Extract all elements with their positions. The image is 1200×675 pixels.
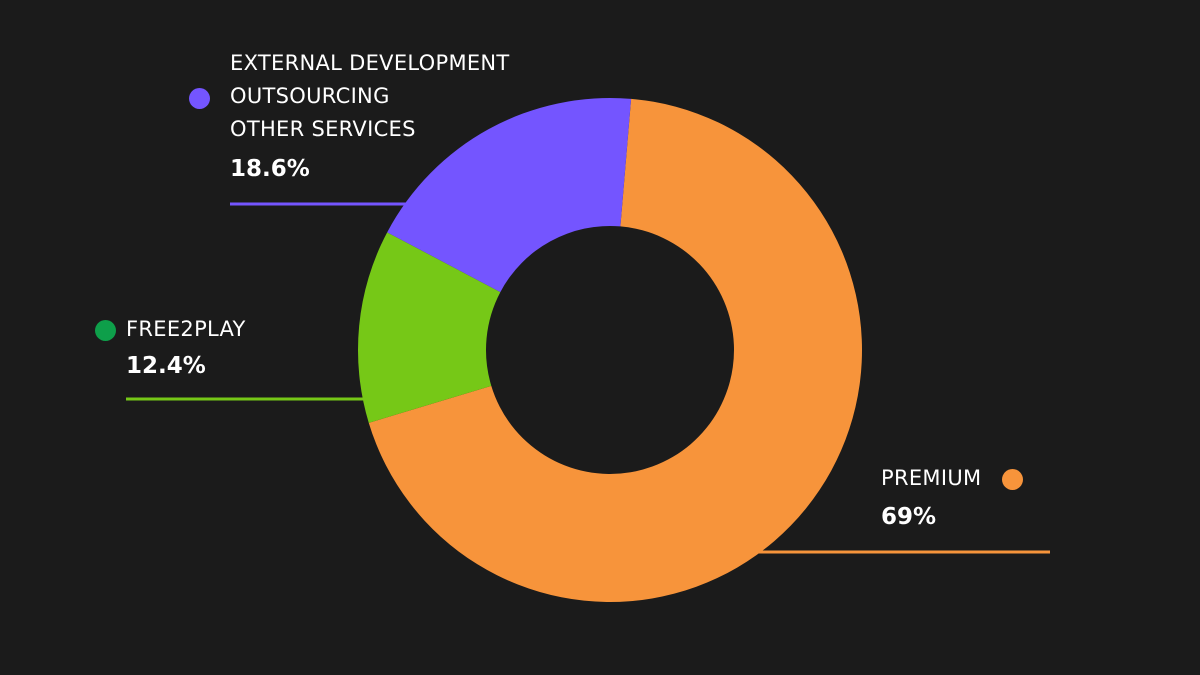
- value-free2play: 12.4%: [126, 353, 206, 379]
- value-external: 18.6%: [230, 156, 310, 182]
- label-line: OUTSOURCING: [230, 84, 390, 108]
- label-free2play: FREE2PLAY: [126, 317, 246, 341]
- legend-dot-free2play: [95, 320, 116, 341]
- donut-slice-2: [387, 98, 632, 293]
- label-line: OTHER SERVICES: [230, 117, 416, 141]
- value-premium: 69%: [881, 504, 937, 530]
- label-external: EXTERNAL DEVELOPMENT OUTSOURCING OTHER S…: [230, 47, 510, 146]
- legend-dot-external: [189, 88, 210, 109]
- label-line: EXTERNAL DEVELOPMENT: [230, 51, 510, 75]
- donut-slice-0: [368, 98, 863, 603]
- legend-dot-premium: [1002, 469, 1023, 490]
- donut-slice-1: [358, 232, 501, 423]
- label-premium: PREMIUM: [881, 466, 982, 490]
